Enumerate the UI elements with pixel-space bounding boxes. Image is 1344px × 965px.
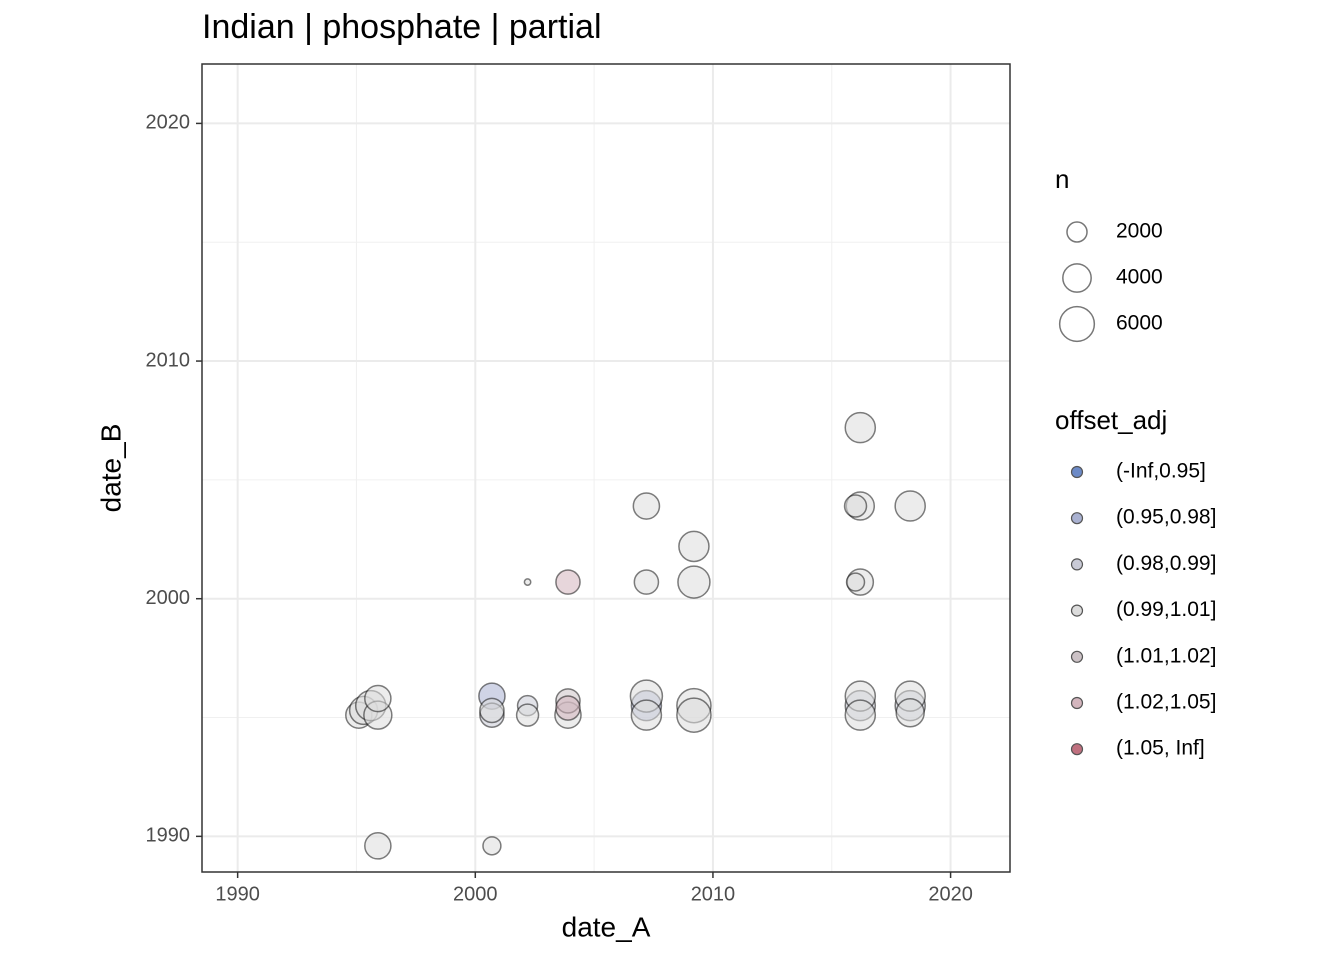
x-tick-label: 2000: [453, 883, 498, 905]
point: [633, 569, 660, 595]
point: [894, 490, 926, 522]
color-legend-key: [1070, 650, 1084, 663]
color-legend-label: (1.02,1.05]: [1116, 691, 1216, 714]
point: [515, 703, 540, 727]
chart-title: Indian | phosphate | partial: [202, 8, 602, 46]
x-tick-label: 2010: [691, 883, 736, 905]
y-tick-label: 2000: [146, 587, 191, 609]
point: [482, 836, 502, 856]
point: [843, 494, 868, 518]
point: [678, 530, 710, 563]
point: [555, 569, 581, 595]
panel-border: [201, 63, 1011, 873]
size-legend-key: [1066, 221, 1088, 243]
size-legend-key: [1058, 305, 1096, 343]
point: [845, 572, 866, 592]
color-legend-label: (0.99,1.01]: [1116, 598, 1216, 621]
color-legend-key: [1070, 512, 1084, 525]
point: [479, 697, 505, 724]
size-legend-title: n: [1055, 164, 1069, 194]
x-tick-label: 1990: [215, 883, 260, 905]
color-legend-key: [1070, 743, 1084, 756]
panel-background: [202, 64, 1010, 872]
color-legend-key: [1070, 696, 1084, 710]
y-axis-label: date_B: [95, 424, 126, 513]
x-tick-label: 2020: [928, 883, 973, 905]
color-legend-label: (0.95,0.98]: [1116, 506, 1216, 529]
color-legend-label: (0.98,0.99]: [1116, 552, 1216, 575]
point: [676, 697, 712, 733]
point: [630, 699, 663, 731]
point: [364, 832, 392, 860]
y-tick-label: 2020: [146, 112, 191, 134]
color-legend-key: [1070, 558, 1084, 571]
point: [364, 684, 392, 713]
point: [632, 492, 661, 520]
color-legend-title: offset_adj: [1055, 405, 1167, 435]
x-axis-label: date_A: [562, 911, 651, 942]
color-legend-label: (1.05, Inf]: [1116, 737, 1205, 760]
point: [895, 698, 925, 728]
size-legend-label: 4000: [1116, 266, 1163, 289]
color-legend-label: (1.01,1.02]: [1116, 644, 1216, 667]
size-legend-label: 2000: [1116, 220, 1163, 243]
point: [555, 695, 581, 721]
point: [844, 699, 877, 731]
size-legend-label: 6000: [1116, 312, 1163, 335]
y-tick-label: 1990: [146, 825, 191, 847]
point: [677, 565, 711, 599]
point: [523, 578, 532, 586]
color-legend-label: (-Inf,0.95]: [1116, 460, 1206, 483]
color-legend-key: [1070, 465, 1084, 479]
point: [844, 411, 877, 444]
size-legend-key: [1062, 263, 1092, 293]
y-tick-label: 2010: [146, 349, 191, 371]
color-legend-key: [1070, 604, 1084, 617]
